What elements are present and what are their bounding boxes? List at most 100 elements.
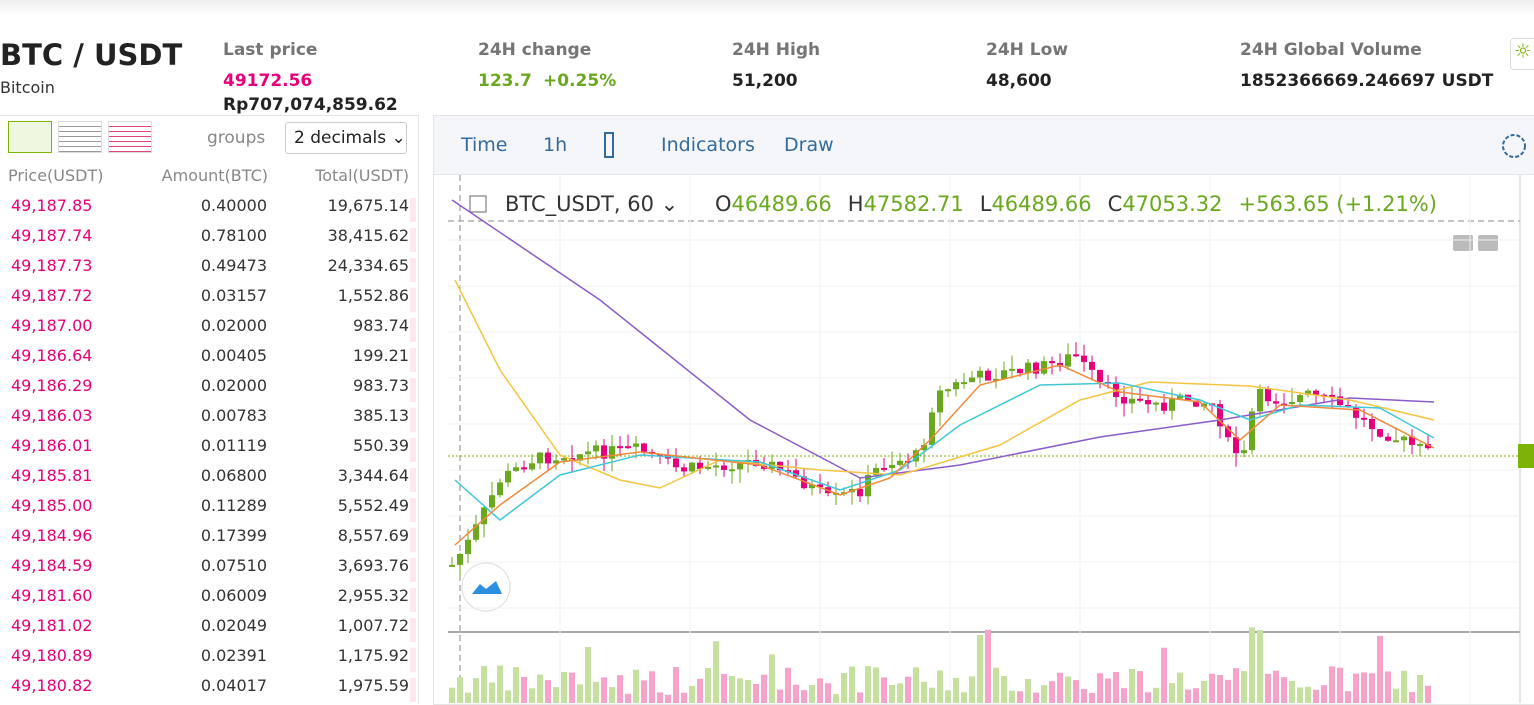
ask-price[interactable]: 49,180.89 [11, 646, 93, 665]
coin-name: Bitcoin [0, 78, 55, 97]
ask-amount: 0.03157 [200, 286, 267, 305]
ask-amount: 0.02000 [200, 316, 267, 335]
candle-body [1033, 362, 1039, 374]
candle-body [1313, 390, 1319, 395]
volume-bar [761, 674, 767, 703]
candle-body [1273, 401, 1279, 404]
volume-bar [889, 684, 895, 703]
volume-bar [657, 692, 663, 703]
candle-body [1089, 361, 1095, 370]
candle-body [1001, 370, 1007, 379]
volume-bar [1417, 674, 1423, 703]
ask-price[interactable]: 49,187.73 [11, 256, 93, 275]
settings-icon[interactable] [1502, 134, 1526, 158]
volume-bar [617, 675, 623, 703]
ask-total: 199.21 [353, 346, 409, 365]
candle-body [889, 464, 895, 469]
volume-bar [1025, 679, 1031, 703]
ohlc-key: C [1107, 192, 1123, 216]
candle-body [1225, 426, 1231, 438]
ask-price[interactable]: 49,186.03 [11, 406, 93, 425]
ask-total: 8,557.69 [337, 526, 409, 545]
groups-label: groups [207, 128, 266, 148]
volume-bar [1217, 675, 1223, 703]
ask-amount: 0.04017 [200, 676, 267, 695]
volume-bar [1201, 680, 1207, 703]
depth-bar [410, 378, 416, 402]
ask-price[interactable]: 49,187.72 [11, 286, 93, 305]
volume-bar [1353, 673, 1359, 703]
volume-bar [961, 692, 967, 703]
ask-amount: 0.02000 [200, 376, 267, 395]
chart-symbol-text: BTC_USDT, 60 [505, 192, 654, 216]
depth-bar [410, 468, 416, 492]
toolbar-item[interactable]: Time [461, 134, 508, 156]
volume-bar [945, 690, 951, 703]
ask-price[interactable]: 49,181.02 [11, 616, 93, 635]
view-buy[interactable] [58, 121, 102, 153]
view-both[interactable] [8, 121, 52, 153]
volume-bar [993, 667, 999, 703]
decimals-select[interactable]: 2 decimals ⌄ [285, 122, 407, 154]
volume-bar [745, 679, 751, 703]
candle-body [593, 445, 599, 452]
toolbar-item[interactable]: Draw [784, 134, 834, 156]
volume-bar [817, 678, 823, 703]
volume-bar [449, 687, 455, 703]
candle-body [961, 382, 967, 385]
depth-bar [410, 438, 416, 462]
volume-bar [1049, 681, 1055, 703]
ask-price[interactable]: 49,184.96 [11, 526, 93, 545]
candle-body [641, 443, 647, 452]
toolbar-item[interactable]: Indicators [661, 134, 755, 156]
volume-bar [1233, 668, 1239, 703]
ask-price[interactable]: 49,180.82 [11, 676, 93, 695]
stat-label: 24H High [732, 40, 821, 60]
ma-line [454, 279, 1435, 489]
candle-body [945, 389, 951, 392]
ask-price[interactable]: 49,187.74 [11, 226, 93, 245]
candle-body [1129, 398, 1135, 404]
scale-btn[interactable] [1453, 235, 1473, 251]
ask-price[interactable]: 49,187.00 [11, 316, 93, 335]
stat-extra: +0.25% [543, 71, 617, 91]
volume-bar [1257, 630, 1263, 703]
volume-bar [1305, 686, 1311, 703]
depth-bar [410, 348, 416, 372]
ask-price[interactable]: 49,186.01 [11, 436, 93, 455]
candle-body [1009, 368, 1015, 371]
candle-icon[interactable] [604, 132, 614, 158]
volume-bar [1017, 691, 1023, 703]
ask-price[interactable]: 49,184.59 [11, 556, 93, 575]
symbol: BTC / USDT [0, 38, 183, 72]
scale-btn[interactable] [1478, 235, 1498, 251]
legend-toggle[interactable] [469, 195, 487, 213]
ask-price[interactable]: 49,186.29 [11, 376, 93, 395]
ohlc-value: 46489.66 [991, 192, 1092, 216]
ask-price[interactable]: 49,187.85 [11, 196, 93, 215]
candle-body [1177, 394, 1183, 399]
volume-bar [473, 678, 479, 703]
ask-price[interactable]: 49,181.60 [11, 586, 93, 605]
volume-bar [705, 668, 711, 703]
ask-price[interactable]: 49,185.00 [11, 496, 93, 515]
theme-toggle[interactable]: ☼ [1510, 38, 1534, 70]
stat-label: 24H Low [986, 40, 1069, 60]
last-price-tag [1518, 444, 1534, 468]
volume-bar [865, 666, 871, 703]
stat-value: 123.7 [478, 71, 532, 91]
ask-price[interactable]: 49,185.81 [11, 466, 93, 485]
candle-body [497, 482, 503, 496]
candle-body [537, 452, 543, 464]
depth-bar [410, 678, 416, 702]
volume-bar [561, 672, 567, 703]
ask-total: 3,344.64 [337, 466, 409, 485]
stat-label: 24H change [478, 40, 592, 60]
volume-bar [1369, 673, 1375, 703]
toolbar-item[interactable]: 1h [543, 134, 568, 156]
ask-price[interactable]: 49,186.64 [11, 346, 93, 365]
view-sell[interactable] [108, 121, 152, 153]
volume-bar [1329, 666, 1335, 703]
candle-body [457, 553, 463, 565]
volume-bar [1289, 680, 1295, 703]
